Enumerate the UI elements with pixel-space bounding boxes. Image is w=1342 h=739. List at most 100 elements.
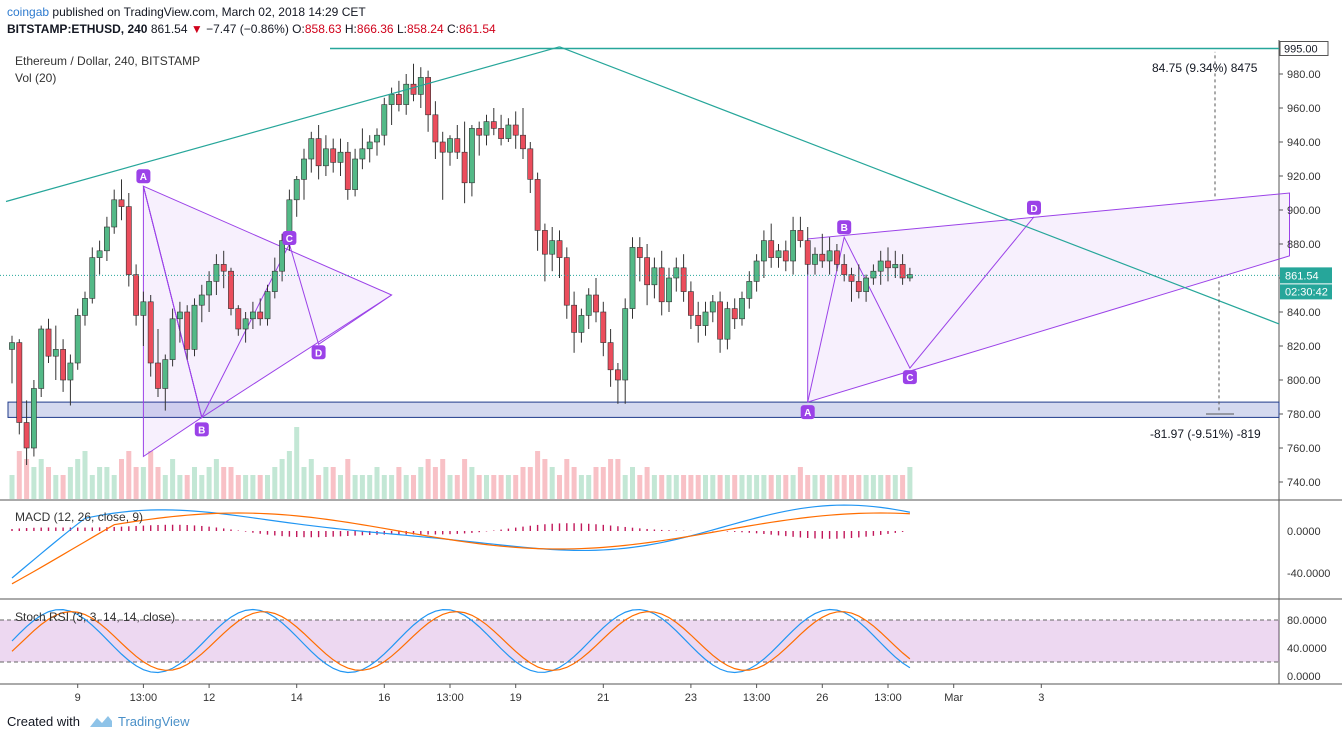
volume-bar (447, 475, 453, 499)
volume-bar (338, 475, 343, 499)
candle-body (549, 240, 556, 255)
candle-body (447, 138, 453, 153)
volume-bar (505, 475, 511, 499)
price-chart[interactable]: 740.00760.00780.00800.00820.00840.00860.… (0, 40, 1342, 708)
legend-title: Ethereum / Dollar, 240, BITSTAMP (15, 54, 200, 68)
candle-body (607, 342, 614, 371)
candle-body (746, 281, 753, 299)
volume-bar (666, 475, 672, 499)
candle-body (16, 342, 23, 423)
top-level-label: 995.00 (1284, 44, 1318, 56)
time-tick-label: Mar (944, 692, 963, 704)
volume-bar (359, 475, 365, 499)
candle-body (359, 148, 366, 160)
volume-bar (60, 475, 66, 499)
macd-signal-line (11, 512, 910, 585)
volume-bar (97, 467, 103, 499)
pattern-point-letter: A (140, 172, 147, 183)
price-tick-label: 960.00 (1287, 103, 1321, 115)
candle-body (381, 104, 388, 136)
candle-body (644, 257, 650, 286)
candle-body (104, 226, 110, 252)
volume-bar (155, 467, 161, 499)
volume-bar (484, 475, 489, 499)
low-label: L: (396, 22, 407, 36)
candle-body (388, 94, 395, 105)
author-link[interactable]: coingab (7, 5, 50, 19)
candle-body (111, 199, 118, 228)
candle-body (67, 362, 74, 381)
volume-bar (644, 467, 650, 499)
candle-body (96, 250, 103, 258)
volume-bar (89, 475, 95, 499)
volume-bar (352, 475, 358, 499)
candle-body (38, 328, 45, 389)
candle-body (228, 270, 234, 309)
volume-bar (724, 475, 730, 499)
candle-body (673, 267, 680, 279)
volume-bar (104, 467, 110, 499)
candle-body (885, 260, 891, 269)
candle-body (512, 124, 519, 136)
candle-body (250, 311, 256, 320)
price-tick-label: 740.00 (1287, 477, 1321, 489)
volume-bar (695, 475, 701, 499)
candle-body (520, 134, 526, 150)
volume-bar (491, 475, 497, 499)
support-zone (7, 401, 1280, 418)
volume-bar (381, 475, 387, 499)
time-tick-label: 13:00 (436, 692, 464, 704)
volume-bar (170, 459, 176, 499)
volume-bar (805, 475, 811, 499)
price-tick-label: 980.00 (1287, 69, 1321, 81)
candle-body (147, 301, 154, 364)
candle-body (133, 274, 139, 316)
candle-body (330, 148, 337, 163)
volume-bar (184, 475, 190, 499)
macd-tick-label: 0.0000 (1287, 526, 1321, 538)
volume-bar (111, 475, 117, 499)
high-value: 866.36 (356, 22, 394, 36)
volume-bar (192, 467, 197, 499)
volume-bar (659, 475, 665, 499)
candle-body (45, 328, 52, 357)
volume-bar (243, 475, 249, 499)
candle-body (366, 141, 373, 150)
candle-body (863, 277, 869, 292)
tradingview-brand[interactable]: TradingView (118, 714, 190, 729)
candle-body (264, 291, 271, 320)
high-label: H: (344, 22, 357, 36)
candle-body (702, 311, 709, 326)
volume-bar (637, 475, 643, 499)
volume-bar (148, 451, 154, 499)
price-change: −7.47 (−0.86%) (206, 22, 289, 36)
volume-bar (834, 475, 840, 499)
candle-body (198, 294, 205, 306)
volume-bar (476, 475, 482, 499)
candle-body (527, 148, 534, 180)
candle-body (739, 298, 745, 320)
published-text: published on TradingView.com, March 02, … (52, 5, 366, 19)
price-tick-label: 840.00 (1287, 307, 1321, 319)
volume-bar (542, 459, 548, 499)
candle-body (636, 247, 643, 258)
created-with-text: Created with (7, 714, 80, 729)
candle-body (140, 301, 147, 316)
pattern-point-marker (311, 345, 326, 360)
stoch-tick-label: 40.0000 (1287, 643, 1327, 655)
volume-bar (432, 467, 438, 499)
candle-body (60, 349, 66, 381)
volume-bar (177, 475, 183, 499)
legend-macd: MACD (12, 26, close, 9) (15, 510, 143, 524)
volume-bar (24, 459, 30, 499)
volume-bar (454, 475, 460, 499)
candle-body (600, 311, 607, 343)
time-tick-label: 12 (203, 692, 215, 704)
candle-body (293, 179, 300, 201)
volume-bar (82, 451, 88, 499)
volume-bar (586, 475, 592, 499)
pattern-point-letter: A (804, 408, 811, 419)
candle-body (476, 128, 483, 136)
candle-body (220, 264, 227, 272)
legend-stoch: Stoch RSI (3, 3, 14, 14, close) (15, 610, 175, 624)
